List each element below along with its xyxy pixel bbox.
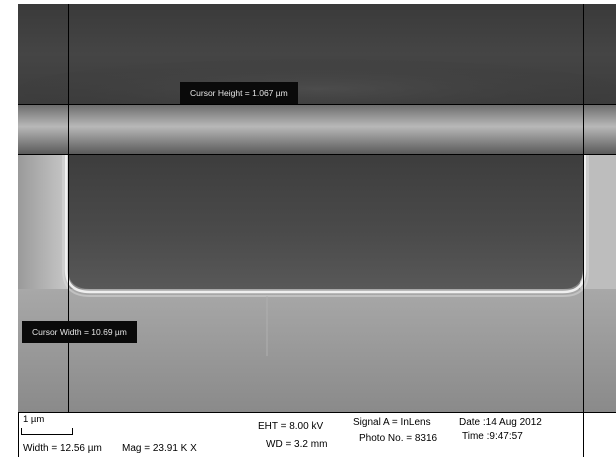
- sem-micrograph: Cursor Height = 1.067 µm Cursor Width = …: [18, 4, 616, 412]
- eht-readout: EHT = 8.00 kV: [258, 421, 324, 432]
- time-readout: Time :9:47:57: [462, 431, 523, 442]
- cursor-height-label: Cursor Height = 1.067 µm: [180, 82, 298, 104]
- photo-number-readout: Photo No. = 8316: [359, 433, 438, 444]
- magnification-readout: Mag = 23.91 K X: [122, 443, 197, 454]
- cursor-width-label: Cursor Width = 10.69 µm: [22, 321, 137, 343]
- scale-bar-label: 1 µm: [23, 414, 45, 425]
- cursor-line-vertical-left[interactable]: [68, 4, 69, 412]
- top-band: [18, 104, 616, 154]
- substrate: [18, 289, 616, 412]
- cursor-line-horizontal-bottom[interactable]: [18, 154, 616, 155]
- sem-data-bar: 1 µm Width = 12.56 µm Mag = 23.91 K X EH…: [18, 412, 616, 457]
- scale-bar: [21, 428, 73, 435]
- cursor-line-vertical-right[interactable]: [583, 4, 584, 412]
- trench: [68, 154, 583, 289]
- data-bar-right-divider: [583, 413, 584, 457]
- width-readout: Width = 12.56 µm: [23, 443, 102, 454]
- sem-image-graphic: [18, 4, 616, 412]
- date-readout: Date :14 Aug 2012: [459, 417, 542, 428]
- signal-readout: Signal A = InLens: [353, 417, 431, 428]
- wd-readout: WD = 3.2 mm: [266, 439, 328, 450]
- cursor-line-horizontal-top[interactable]: [18, 104, 616, 105]
